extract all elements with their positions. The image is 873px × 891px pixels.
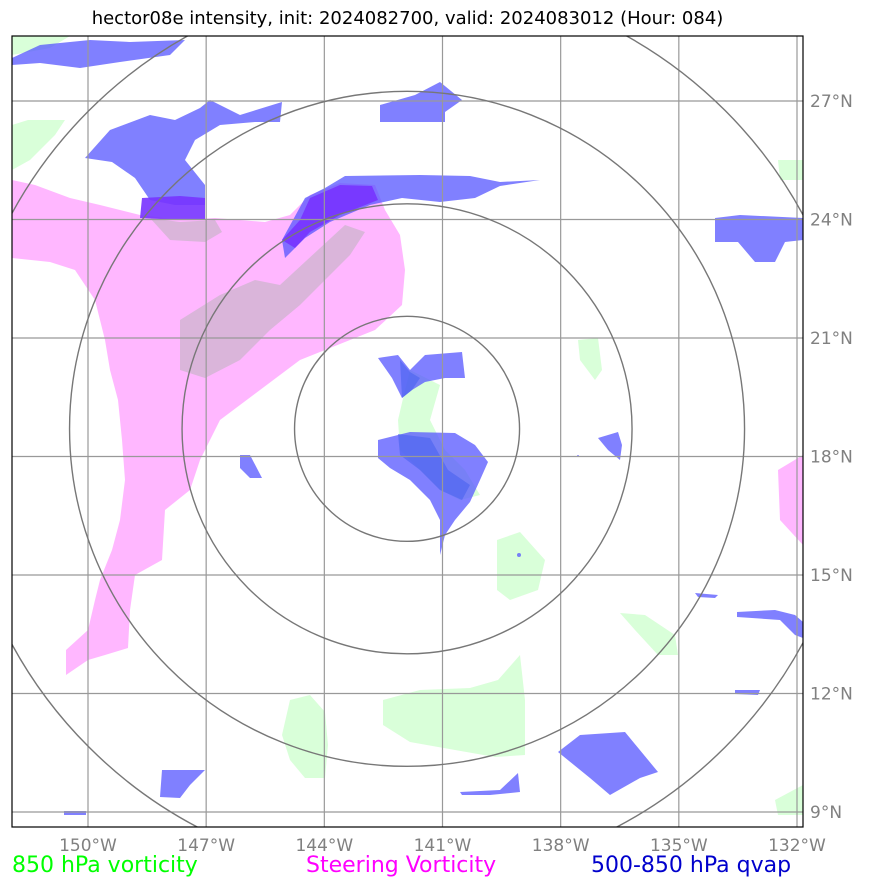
latitude-tick-label: 27°N — [810, 92, 853, 112]
longitude-tick-label: 147°W — [177, 836, 235, 856]
longitude-tick-label: 135°W — [650, 836, 708, 856]
lat-lon-grid — [12, 36, 803, 827]
latitude-tick-label: 15°N — [810, 566, 853, 586]
qvap-vorticity-overlap — [398, 360, 470, 500]
range-ring — [68, 90, 746, 768]
latitude-tick-label: 9°N — [810, 803, 842, 823]
map-frame — [11, 35, 804, 828]
legend-qvap: 500-850 hPa qvap — [591, 853, 792, 878]
range-rings — [12, 36, 803, 827]
legend-steering-vorticity: Steering Vorticity — [306, 853, 497, 878]
latitude-tick-label: 24°N — [810, 211, 853, 231]
longitude-tick-label: 141°W — [414, 836, 472, 856]
overlap-contours — [150, 218, 365, 378]
legend-vorticity-850: 850 hPa vorticity — [12, 853, 198, 878]
range-ring — [293, 315, 521, 543]
latitude-tick-label: 12°N — [810, 685, 853, 705]
longitude-tick-labels: 150°W 147°W 144°W 141°W 138°W 135°W 132°W — [59, 836, 826, 856]
longitude-tick-label: 150°W — [59, 836, 117, 856]
longitude-tick-label: 138°W — [532, 836, 590, 856]
latitude-tick-label: 21°N — [810, 329, 853, 349]
map-title: hector08e intensity, init: 2024082700, v… — [91, 8, 724, 29]
latitude-tick-label: 18°N — [810, 448, 853, 468]
longitude-tick-label: 144°W — [295, 836, 353, 856]
latitude-tick-labels: 27°N 24°N 21°N 18°N 15°N 12°N 9°N — [810, 92, 853, 823]
longitude-tick-label: 132°W — [768, 836, 826, 856]
range-ring — [181, 203, 633, 655]
